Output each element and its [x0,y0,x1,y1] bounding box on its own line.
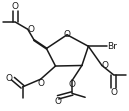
Text: O: O [12,2,19,11]
Text: Br: Br [107,42,117,51]
Text: O: O [6,74,13,83]
Text: O: O [28,25,35,34]
Text: O: O [69,80,76,89]
Text: O: O [110,88,117,97]
Text: O: O [102,61,109,70]
Text: O: O [55,97,62,106]
Text: O: O [64,30,71,39]
Text: O: O [37,79,44,88]
